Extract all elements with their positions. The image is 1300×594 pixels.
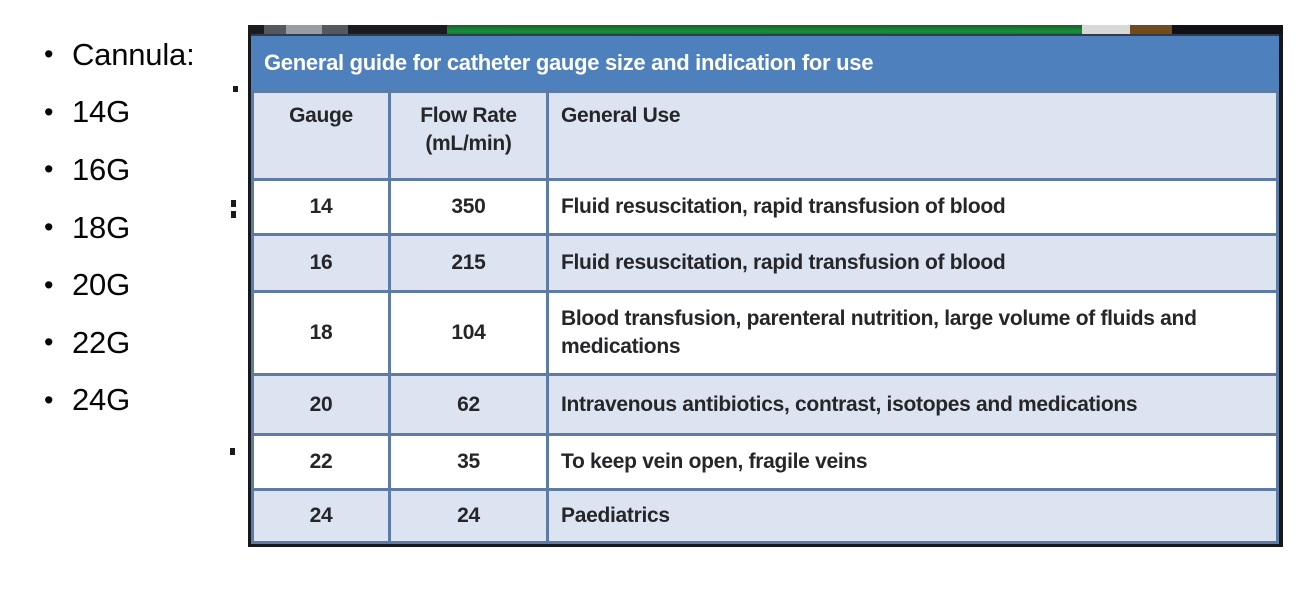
gauge-cell: 24 xyxy=(251,488,391,544)
bullet-icon: • xyxy=(44,39,54,70)
bullet-label: 18G xyxy=(72,209,130,245)
flow-rate-cell: 215 xyxy=(388,233,549,293)
table-row: 20 62 Intravenous antibiotics, contrast,… xyxy=(251,373,1279,436)
catheter-gauge-table-image: General guide for catheter gauge size an… xyxy=(248,25,1283,547)
stray-mark xyxy=(230,448,235,455)
bullet-item-22g: • 22G xyxy=(44,314,244,372)
bullet-icon: • xyxy=(44,212,54,243)
bullet-item-cannula: • Cannula: xyxy=(44,26,244,84)
strip-black-segment xyxy=(1172,25,1283,34)
table-row: 24 24 Paediatrics xyxy=(251,488,1279,544)
gauge-flowrate-table: Gauge Flow Rate (mL/min) General Use 14 … xyxy=(251,90,1279,544)
table-title-bar: General guide for catheter gauge size an… xyxy=(251,34,1279,90)
flow-rate-cell: 24 xyxy=(388,488,549,544)
general-use-cell: Fluid resuscitation, rapid transfusion o… xyxy=(546,233,1279,293)
flow-rate-cell: 62 xyxy=(388,373,549,436)
table-row: 18 104 Blood transfusion, parenteral nut… xyxy=(251,290,1279,376)
table-frame: General guide for catheter gauge size an… xyxy=(248,34,1283,547)
table-title: General guide for catheter gauge size an… xyxy=(264,50,874,75)
gauge-cell: 16 xyxy=(251,233,391,293)
bullet-item-14g: • 14G xyxy=(44,84,244,142)
bullet-label: 14G xyxy=(72,94,130,130)
bullet-icon: • xyxy=(44,154,54,185)
gauge-cell: 20 xyxy=(251,373,391,436)
column-header-gauge: Gauge xyxy=(251,90,391,181)
image-top-strip xyxy=(248,25,1283,34)
column-header-general-use: General Use xyxy=(546,90,1279,181)
table-header-row: Gauge Flow Rate (mL/min) General Use xyxy=(251,90,1279,181)
general-use-cell: Paediatrics xyxy=(546,488,1279,544)
flow-rate-cell: 35 xyxy=(388,433,549,491)
general-use-cell: Fluid resuscitation, rapid transfusion o… xyxy=(546,178,1279,236)
column-header-flow-rate: Flow Rate (mL/min) xyxy=(388,90,549,181)
cannula-bullet-list: • Cannula: • 14G • 16G • 18G • 20G • 22G… xyxy=(44,26,244,429)
bullet-item-18g: • 18G xyxy=(44,199,244,257)
bullet-label: 22G xyxy=(72,324,130,360)
general-use-cell: Blood transfusion, parenteral nutrition,… xyxy=(546,290,1279,376)
strip-brown-segment xyxy=(1130,25,1172,34)
bullet-item-20g: • 20G xyxy=(44,256,244,314)
stray-mark xyxy=(233,86,238,92)
flow-rate-cell: 350 xyxy=(388,178,549,236)
bullet-label: 16G xyxy=(72,151,130,187)
flow-rate-cell: 104 xyxy=(388,290,549,376)
bullet-icon: • xyxy=(44,384,54,415)
bullet-label: 20G xyxy=(72,267,130,303)
strip-green-segment xyxy=(447,25,1082,34)
bullet-label: Cannula: xyxy=(72,36,195,72)
bullet-icon: • xyxy=(44,327,54,358)
stray-mark xyxy=(231,211,236,218)
gauge-cell: 14 xyxy=(251,178,391,236)
stray-mark xyxy=(231,200,236,207)
general-use-cell: Intravenous antibiotics, contrast, isoto… xyxy=(546,373,1279,436)
table-row: 14 350 Fluid resuscitation, rapid transf… xyxy=(251,178,1279,236)
bullet-icon: • xyxy=(44,269,54,300)
bullet-icon: • xyxy=(44,96,54,127)
gauge-cell: 22 xyxy=(251,433,391,491)
gauge-cell: 18 xyxy=(251,290,391,376)
bullet-item-24g: • 24G xyxy=(44,372,244,430)
general-use-cell: To keep vein open, fragile veins xyxy=(546,433,1279,491)
table-row: 22 35 To keep vein open, fragile veins xyxy=(251,433,1279,491)
table-row: 16 215 Fluid resuscitation, rapid transf… xyxy=(251,233,1279,293)
bullet-item-16g: • 16G xyxy=(44,141,244,199)
strip-white-segment xyxy=(1082,25,1130,34)
bullet-label: 24G xyxy=(72,382,130,418)
strip-lightgray-segment xyxy=(286,25,322,34)
